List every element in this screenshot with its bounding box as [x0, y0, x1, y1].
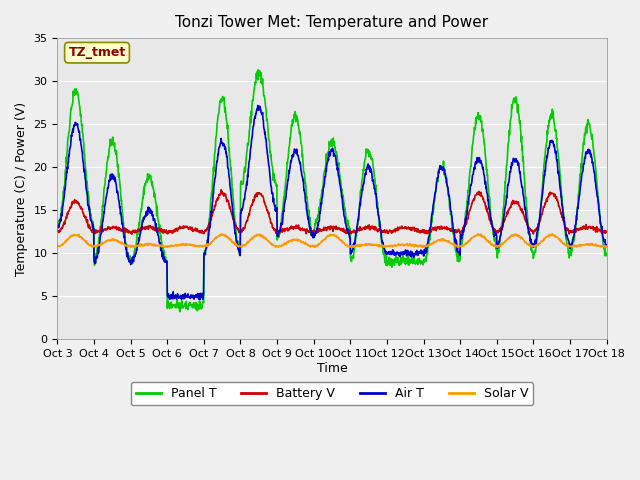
- Battery V: [96, 229, 104, 235]
- Text: TZ_tmet: TZ_tmet: [68, 46, 125, 59]
- Battery V: [54, 227, 61, 233]
- Panel T: [118, 208, 126, 214]
- Solar V: [308, 243, 316, 249]
- Air T: [603, 242, 611, 248]
- X-axis label: Time: Time: [317, 362, 348, 375]
- Air T: [196, 296, 204, 302]
- Air T: [287, 159, 295, 165]
- Panel T: [287, 126, 295, 132]
- Air T: [96, 239, 104, 244]
- Panel T: [54, 220, 61, 226]
- Air T: [308, 233, 316, 239]
- Solar V: [366, 241, 374, 247]
- Solar V: [603, 243, 611, 249]
- Solar V: [54, 243, 61, 249]
- Solar V: [298, 240, 305, 245]
- Air T: [54, 225, 61, 230]
- Air T: [118, 221, 126, 227]
- Solar V: [454, 244, 462, 250]
- Panel T: [367, 152, 374, 157]
- Panel T: [299, 151, 307, 157]
- Solar V: [118, 240, 126, 246]
- Line: Panel T: Panel T: [58, 70, 607, 312]
- Line: Battery V: Battery V: [58, 190, 607, 234]
- Solar V: [287, 238, 294, 243]
- Panel T: [603, 251, 611, 256]
- Battery V: [308, 228, 316, 234]
- Panel T: [176, 309, 184, 315]
- Solar V: [96, 242, 104, 248]
- Air T: [299, 174, 307, 180]
- Battery V: [218, 187, 225, 192]
- Battery V: [299, 225, 307, 231]
- Battery V: [603, 229, 611, 235]
- Air T: [367, 166, 374, 171]
- Battery V: [367, 225, 374, 231]
- Air T: [254, 103, 262, 108]
- Panel T: [96, 228, 104, 234]
- Solar V: [511, 231, 519, 237]
- Panel T: [254, 67, 262, 72]
- Title: Tonzi Tower Met: Temperature and Power: Tonzi Tower Met: Temperature and Power: [175, 15, 488, 30]
- Y-axis label: Temperature (C) / Power (V): Temperature (C) / Power (V): [15, 102, 28, 276]
- Battery V: [287, 225, 295, 231]
- Line: Air T: Air T: [58, 106, 607, 299]
- Battery V: [118, 227, 126, 232]
- Line: Solar V: Solar V: [58, 234, 607, 247]
- Panel T: [308, 233, 316, 239]
- Legend: Panel T, Battery V, Air T, Solar V: Panel T, Battery V, Air T, Solar V: [131, 383, 533, 406]
- Battery V: [128, 231, 136, 237]
